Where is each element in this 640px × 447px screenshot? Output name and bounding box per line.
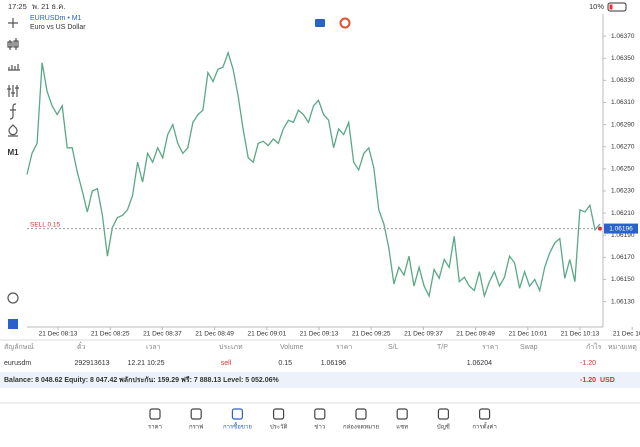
last-point [598,226,602,231]
signal-icon[interactable] [339,17,351,29]
x-tick-label: 21 Dec 10:01 [508,331,547,338]
column-header: S/L [388,344,399,351]
x-tick-label: 21 Dec 09:13 [300,331,339,338]
y-tick-label: 1.06190 [611,232,635,239]
y-tick-label: 1.06270 [611,143,635,150]
cell-current: 1.06204 [467,360,492,367]
crosshair-icon[interactable] [8,18,18,28]
cell-symbol: eurusdm [4,360,31,367]
status-time: 17:25 [8,2,27,11]
battery-level [609,4,613,10]
x-tick-label: 21 Dec 08:13 [39,331,78,338]
nav-label[interactable]: กล่องจดหมาย [343,424,379,431]
broker-icon[interactable] [8,319,18,329]
column-header: T/P [437,344,448,351]
cell-ticket: 292913613 [74,360,109,367]
column-header: Swap [520,344,538,351]
y-tick-label: 1.06170 [611,254,635,261]
x-tick-label: 21 Dec 08:25 [91,331,130,338]
nav-label[interactable]: กราฟ [189,424,203,431]
nav-icon[interactable] [314,408,326,420]
currency: USD [600,377,615,384]
column-header: กำไร [586,342,602,351]
x-tick-label: 21 Dec 08:49 [195,331,234,338]
cell-profit: -1.20 [580,360,596,367]
column-header: ตั๋ว [77,342,86,351]
status-date: พ. 21 ธ.ค. [32,2,65,11]
nav-icon[interactable] [396,408,408,420]
y-tick-label: 1.06150 [611,276,635,283]
summary-bar [0,372,640,388]
nav-icon[interactable] [231,408,243,420]
nav-label[interactable]: ข่าว [314,424,325,431]
table-row[interactable]: eurusdm 292913613 12.21 10:25 sell 0.15 … [4,360,596,367]
x-tick-label: 21 Dec 09:49 [456,331,495,338]
nav-label[interactable]: การตั้งค่า [472,421,496,431]
column-header: ราคา [482,344,498,351]
one-click-icon[interactable] [315,19,325,27]
total-profit: -1.20 [580,377,596,384]
candles-icon[interactable] [7,38,19,50]
table-header: สัญลักษณ์ ตั๋ว เวลา ประเภท Volume ราคา S/L T/P ร… [4,342,637,351]
x-tick-label: 21 Dec 09:37 [404,331,443,338]
bottom-nav[interactable]: ราคา กราฟ การซื้อขาย ประวัติ ข่าว กล่องจดหมาย… [148,408,497,431]
symbol-description: Euro vs US Dollar [30,24,86,31]
nav-icon[interactable] [437,408,449,420]
nav-icon[interactable] [273,408,285,420]
y-tick-label: 1.06210 [611,210,635,217]
y-tick-label: 1.06350 [611,55,635,62]
battery-text: 10% [589,2,604,11]
summary: Balance: 8 048.62 Equity: 8 047.42 พลักป… [4,376,280,384]
y-tick-label: 1.06130 [611,298,635,305]
trade-icon[interactable] [7,292,19,304]
nav-icon[interactable] [479,408,491,420]
nav-label[interactable]: บัญชี [437,423,450,431]
y-tick-label: 1.06230 [611,188,635,195]
price-line [26,50,601,299]
x-tick-label: 21 Dec 09:25 [352,331,391,338]
toolbar[interactable]: M1 [7,18,20,329]
y-tick-label: 1.06330 [611,77,635,84]
x-tick-label: 21 Dec 10:25 [613,331,640,338]
x-tick-label: 21 Dec 08:37 [143,331,182,338]
order-label: SELL 0.15 [30,221,61,228]
column-header: ประเภท [219,344,243,351]
nav-label[interactable]: ราคา [148,424,162,431]
timeframe[interactable]: M1 [7,148,19,157]
y-tick-label: 1.06250 [611,166,635,173]
settings-icon[interactable] [7,85,19,97]
cell-volume: 0.15 [278,360,292,367]
nav-icon[interactable] [149,408,161,420]
cell-type: sell [221,360,232,367]
nav-label[interactable]: การซื้อขาย [223,421,252,431]
nav-icon[interactable] [355,408,367,420]
column-header: ราคา [336,344,352,351]
y-tick-label: 1.06310 [611,99,635,106]
y-tick-label: 1.06290 [611,121,635,128]
price-tag [604,223,638,234]
x-tick-label: 21 Dec 09:01 [247,331,286,338]
function-icon[interactable] [9,103,17,120]
nav-label[interactable]: ประวัติ [270,424,288,431]
nav-label[interactable]: แชท [396,424,408,431]
symbol-label: EURUSDm • M1 [30,15,82,22]
cell-price: 1.06196 [321,360,346,367]
y-tick-label: 1.06370 [611,33,635,40]
x-tick-label: 21 Dec 10:13 [561,331,600,338]
indicators-icon[interactable] [8,64,20,71]
column-header: หมายเหตุ [608,344,637,351]
battery-icon [607,2,627,12]
column-header: Volume [280,344,303,351]
nav-icon[interactable] [190,408,202,420]
price-tag-label: 1.06196 [609,225,633,232]
cell-time: 12.21 10:25 [128,360,165,367]
objects-icon[interactable] [8,124,18,137]
column-header: เวลา [146,344,161,351]
column-header: สัญลักษณ์ [4,343,34,351]
